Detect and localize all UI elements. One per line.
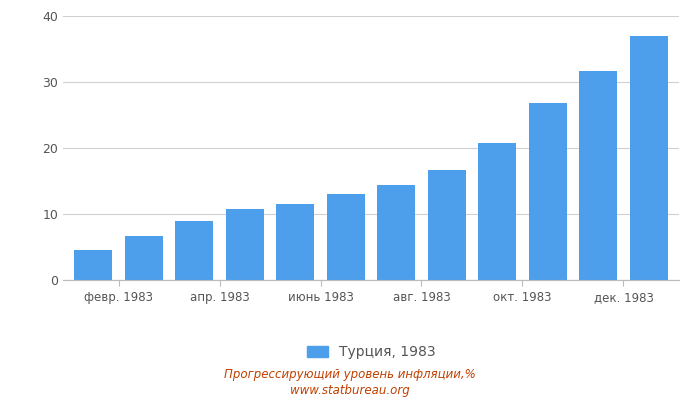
Bar <box>428 170 466 280</box>
Bar <box>580 71 617 280</box>
Bar <box>327 194 365 280</box>
Bar <box>125 236 162 280</box>
Bar <box>226 209 264 280</box>
Text: www.statbureau.org: www.statbureau.org <box>290 384 410 397</box>
Bar <box>276 204 314 280</box>
Bar <box>528 103 567 280</box>
Bar <box>175 220 214 280</box>
Legend: Турция, 1983: Турция, 1983 <box>301 340 441 365</box>
Bar <box>74 250 112 280</box>
Bar <box>377 185 415 280</box>
Bar <box>630 36 668 280</box>
Bar <box>478 143 516 280</box>
Text: Прогрессирующий уровень инфляции,%: Прогрессирующий уровень инфляции,% <box>224 368 476 381</box>
